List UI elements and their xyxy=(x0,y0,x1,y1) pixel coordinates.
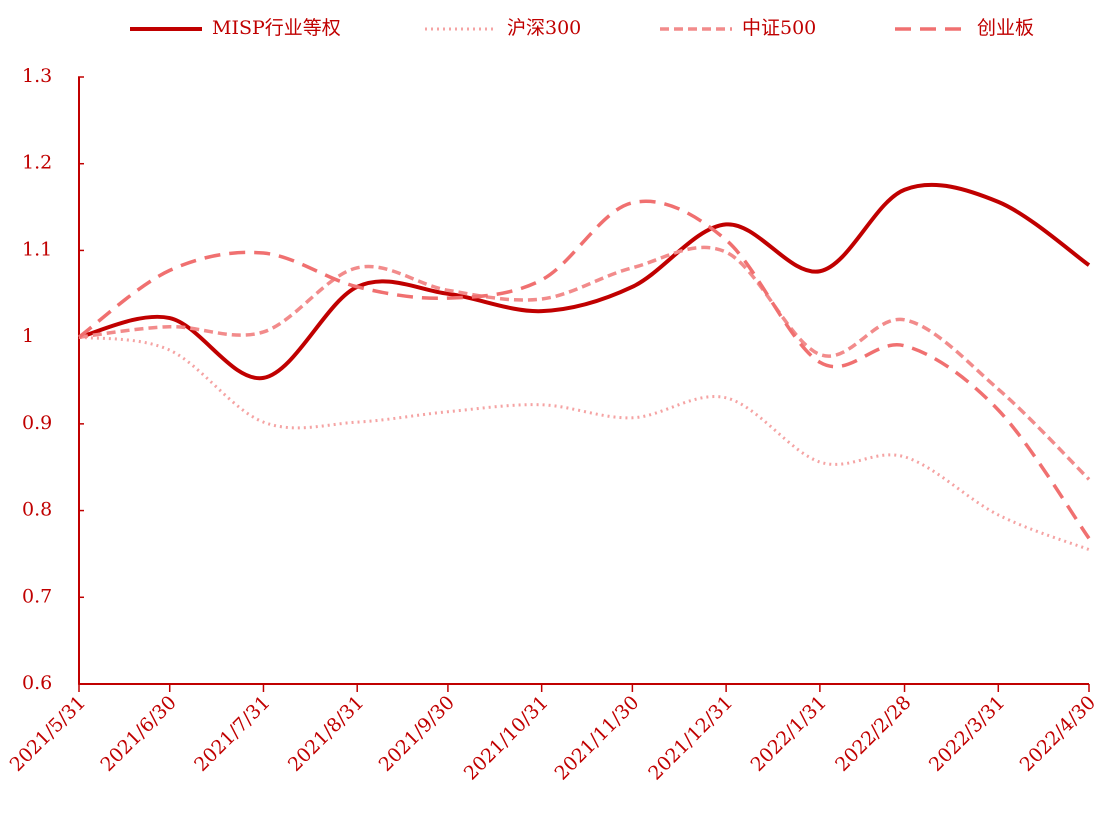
legend-item: 中证500 xyxy=(660,17,816,39)
legend-item: 沪深300 xyxy=(425,17,581,39)
x-tick-label: 2021/12/31 xyxy=(644,692,737,785)
series-line xyxy=(77,199,1091,540)
x-tick-label: 2021/7/31 xyxy=(190,692,274,776)
x-tick-label: 2022/4/30 xyxy=(1016,692,1100,776)
legend-label: MISP行业等权 xyxy=(212,17,341,39)
series-line xyxy=(78,245,1091,481)
y-tick-label: 1.2 xyxy=(22,152,52,174)
legend-item: 创业板 xyxy=(895,17,1034,39)
x-tick-label: 2021/5/31 xyxy=(6,692,90,776)
y-tick-label: 1.3 xyxy=(22,65,52,87)
y-tick-label: 0.7 xyxy=(22,585,52,607)
x-tick-label: 2021/10/31 xyxy=(460,692,553,785)
series-line xyxy=(78,182,1091,380)
x-tick-label: 2021/6/30 xyxy=(96,692,180,776)
legend-label: 创业板 xyxy=(977,17,1034,39)
y-tick-label: 1 xyxy=(22,325,34,347)
y-tick-label: 1.1 xyxy=(22,238,52,260)
x-tick-label: 2022/3/31 xyxy=(925,692,1009,776)
x-tick-label: 2021/9/30 xyxy=(375,692,459,776)
y-tick-label: 0.8 xyxy=(22,499,52,521)
x-tick-label: 2021/11/30 xyxy=(550,692,643,785)
y-tick-label: 0.9 xyxy=(22,412,52,434)
x-tick-label: 2022/2/28 xyxy=(831,692,915,776)
series-line xyxy=(78,335,1090,551)
x-tick-label: 2022/1/31 xyxy=(746,692,830,776)
legend-label: 中证500 xyxy=(742,17,816,39)
legend-label: 沪深300 xyxy=(507,17,581,39)
y-tick-label: 0.6 xyxy=(22,672,52,694)
x-tick-label: 2021/8/31 xyxy=(284,692,368,776)
legend-item: MISP行业等权 xyxy=(130,17,341,39)
